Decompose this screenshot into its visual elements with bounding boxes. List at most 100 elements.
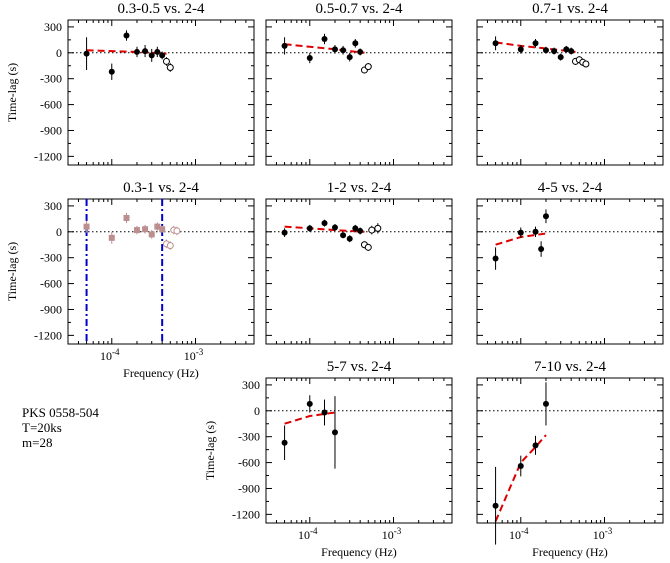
- data-point: [357, 227, 364, 234]
- plot-frame: [265, 198, 453, 345]
- data-point-open: [162, 57, 170, 65]
- panel-1: 0.3-0.5 vs. 2-4 300 0 -300 -600 -900 -1200 Time…: [5, 1, 255, 166]
- data-point: [563, 46, 570, 53]
- data-point: [306, 225, 313, 232]
- data-point: [306, 400, 313, 407]
- data-point-open: [582, 60, 590, 68]
- data-point-open: [173, 227, 181, 235]
- info-m: m=28: [22, 435, 52, 450]
- panel-4: 0.3-1 vs. 2-4 300 0 -300 -600 -900 -1200 10-4 10…: [5, 180, 255, 380]
- data-point: [154, 48, 161, 55]
- panel-title: 5-7 vs. 2-4: [327, 359, 392, 375]
- data-point: [108, 68, 115, 75]
- data-point: [142, 48, 149, 55]
- data-point: [551, 48, 558, 55]
- panel-title: 1-2 vs. 2-4: [327, 180, 392, 196]
- data-point-open: [364, 63, 372, 71]
- data-point: [331, 224, 338, 231]
- y-tick-label: -600: [40, 277, 62, 291]
- y-axis-label: Time-lag (s): [5, 242, 19, 301]
- data-point: [321, 35, 328, 42]
- data-point: [542, 213, 549, 220]
- data-point: [538, 246, 545, 253]
- panel-3: 0.7-1 vs. 2-4: [476, 1, 664, 166]
- x-tick-label: 10-4: [298, 526, 318, 542]
- panel-2: 0.5-0.7 vs. 2-4: [265, 1, 453, 166]
- y-axis-label: Time-lag (s): [203, 421, 217, 480]
- x-tick-label: 10-4: [100, 347, 120, 363]
- data-point: [357, 48, 364, 55]
- data-point-open: [374, 224, 382, 232]
- data-point: [492, 502, 499, 509]
- data-point: [154, 223, 161, 230]
- y-axis-label: Time-lag (s): [5, 63, 19, 122]
- panel-title: 0.3-1 vs. 2-4: [123, 180, 199, 196]
- y-tick-label: -600: [40, 98, 62, 112]
- panel-title: 0.5-0.7 vs. 2-4: [315, 1, 403, 17]
- data-point: [568, 48, 575, 55]
- data-point: [123, 32, 130, 39]
- data-point: [532, 442, 539, 449]
- data-point: [148, 52, 155, 59]
- y-tick-label: -1200: [34, 328, 62, 342]
- data-point: [281, 42, 288, 49]
- y-tick-label: -300: [238, 430, 260, 444]
- y-tick-label: -1200: [34, 149, 62, 163]
- model-curve: [495, 41, 576, 53]
- plot-frame: [476, 377, 664, 524]
- model-curve: [86, 49, 167, 55]
- x-tick-label: 10-3: [184, 347, 204, 363]
- data-point: [159, 52, 166, 59]
- data-point: [557, 54, 564, 61]
- data-point: [321, 220, 328, 227]
- plot-frame: [67, 198, 255, 345]
- y-tick-label: 0: [254, 404, 260, 418]
- model-curve: [284, 411, 336, 425]
- x-axis-label: Frequency (Hz): [321, 545, 397, 559]
- data-point: [352, 225, 359, 232]
- data-point: [532, 228, 539, 235]
- data-point: [83, 223, 90, 230]
- y-tick-label: 300: [44, 20, 62, 34]
- data-point: [346, 54, 353, 61]
- data-point-open: [364, 243, 372, 251]
- x-axis-label: Frequency (Hz): [532, 545, 608, 559]
- data-point: [352, 40, 359, 47]
- info-exposure: T=20ks: [22, 420, 62, 435]
- data-point-open: [166, 242, 174, 250]
- data-point: [281, 439, 288, 446]
- y-tick-label: -300: [40, 251, 62, 265]
- data-point: [517, 46, 524, 53]
- x-axis-label: Frequency (Hz): [123, 366, 199, 380]
- panel-title: 0.7-1 vs. 2-4: [532, 1, 608, 17]
- panel-6: 4-5 vs. 2-4: [476, 180, 664, 345]
- model-curve: [494, 434, 547, 522]
- y-tick-label: -1200: [232, 507, 260, 521]
- info-object-name: PKS 0558-504: [22, 405, 99, 420]
- data-point: [340, 47, 347, 54]
- data-point: [517, 229, 524, 236]
- panel-7: 5-7 vs. 2-4 300 0 -300 -600 -900 -1200 10-4 10-3…: [203, 359, 453, 559]
- data-point: [492, 255, 499, 262]
- data-point: [346, 235, 353, 242]
- y-tick-label: -600: [238, 456, 260, 470]
- data-point-open: [166, 63, 174, 71]
- panel-8: 7-10 vs. 2-4 10-4 10-3 Frequency (Hz): [476, 359, 664, 559]
- data-point: [542, 47, 549, 54]
- plot-frame: [265, 19, 453, 166]
- panel-title: 7-10 vs. 2-4: [534, 359, 607, 375]
- data-point: [133, 48, 140, 55]
- data-point: [331, 46, 338, 53]
- model-curve: [284, 225, 365, 233]
- y-tick-label: 0: [56, 46, 62, 60]
- y-tick-label: 300: [242, 378, 260, 392]
- data-point: [148, 231, 155, 238]
- data-point: [83, 50, 90, 57]
- x-tick-label: 10-3: [382, 526, 402, 542]
- x-tick-label: 10-3: [593, 526, 613, 542]
- data-point: [108, 234, 115, 241]
- data-point: [331, 429, 338, 436]
- y-tick-label: 300: [44, 199, 62, 213]
- panel-title: 4-5 vs. 2-4: [538, 180, 603, 196]
